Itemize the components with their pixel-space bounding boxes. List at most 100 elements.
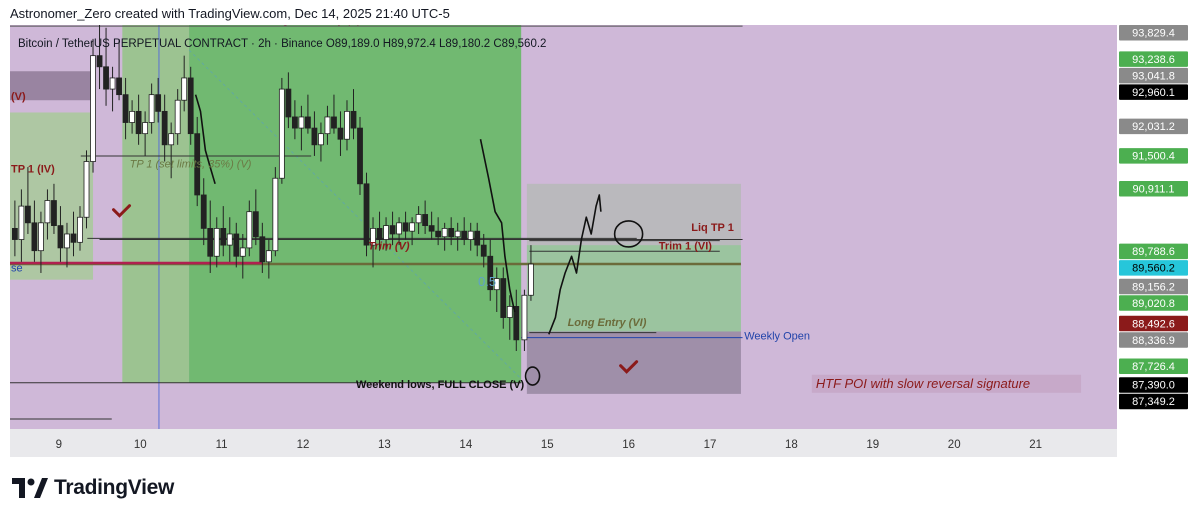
candle-37 [252,189,259,246]
price-label-6[interactable]: 90,911.1 [1119,181,1188,197]
price-label-15[interactable]: 87,349.2 [1119,393,1188,410]
candle-41 [278,77,285,184]
candle-21 [148,83,155,134]
price-label-3[interactable]: 92,960.1 [1119,84,1188,100]
candle-65 [435,217,442,246]
candle-17 [122,77,129,140]
chart-title: Bitcoin / TetherUS PERPETUAL CONTRACT · … [18,38,546,50]
candle-56 [376,211,383,251]
check-icon-1 [619,360,639,374]
x-tick-label-7: 16 [622,439,635,451]
svg-text:93,238.6: 93,238.6 [1132,54,1175,66]
check-icon-0 [112,204,132,218]
tradingview-logo-icon [12,478,48,498]
candle-36 [246,200,253,257]
x-tick-label-11: 20 [948,439,961,451]
candle-53 [357,116,363,195]
candle-33 [226,217,233,262]
svg-text:89,788.6: 89,788.6 [1132,246,1175,258]
candle-29 [200,178,207,246]
candle-49 [331,94,337,134]
candle-30 [207,200,214,273]
annotation-label-0: Avg short entry (V) [269,25,362,26]
price-label-11[interactable]: 88,492.6 [1119,315,1188,332]
svg-text:92,960.1: 92,960.1 [1132,87,1175,99]
candle-46 [311,111,318,156]
price-label-0[interactable]: 93,829.4 [1119,25,1188,41]
candle-9 [70,211,77,257]
price-label-12[interactable]: 88,336.9 [1119,332,1188,348]
candle-0 [11,200,18,257]
candle-18 [129,100,135,134]
zone-1 [10,112,94,280]
price-label-1[interactable]: 93,238.6 [1119,51,1188,67]
zone-5 [526,245,741,332]
price-label-4[interactable]: 92,031.2 [1119,118,1188,135]
price-label-9[interactable]: 89,156.2 [1119,278,1188,295]
chart[interactable]: Avg short entry (V) (V) TP 1 (IV) TP 1 (set… [0,25,1200,457]
price-label-14[interactable]: 87,390.0 [1119,377,1188,393]
candle-8 [64,222,70,268]
candle-55 [370,217,376,268]
candle-61 [409,217,416,246]
annotation-label-1: (V) [11,91,26,103]
annotation-box-12 [811,374,1082,393]
candle-71 [474,222,481,257]
candle-45 [305,94,311,134]
x-tick-label-0: 9 [56,439,62,451]
x-tick-label-2: 11 [216,439,228,451]
candle-13 [96,25,103,90]
zone-2 [122,25,190,383]
candle-35 [239,233,246,279]
price-label-8[interactable]: 89,560.2 [1119,260,1188,276]
candle-54 [363,172,370,257]
candle-78 [521,289,528,351]
candle-16 [116,38,122,101]
annotation-label-4: Trim (V) [368,241,410,253]
candle-57 [383,217,389,251]
price-label-5[interactable]: 91,500.4 [1119,148,1188,164]
price-label-2[interactable]: 93,041.8 [1119,67,1188,84]
price-label-7[interactable]: 89,788.6 [1119,243,1188,260]
candle-43 [291,100,298,140]
svg-text:87,349.2: 87,349.2 [1132,396,1175,408]
x-tick-label-4: 13 [378,439,391,451]
x-tick-label-6: 15 [541,439,554,451]
zone-4 [526,183,741,246]
annotation-label-3: TP 1 (set limits, 35%) (V) [130,159,252,171]
x-tick-label-8: 17 [704,439,717,451]
svg-text:91,500.4: 91,500.4 [1132,151,1175,163]
zone-0 [10,71,94,101]
candle-51 [344,100,350,151]
candle-19 [135,94,142,145]
candle-50 [337,111,344,156]
svg-text:93,041.8: 93,041.8 [1132,70,1175,82]
candle-40 [272,167,279,257]
y-axis: 93,829.4 93,238.6 93,041.8 92,960.1 92,031.2… [1117,25,1190,457]
candle-60 [402,211,409,240]
candle-34 [233,222,240,268]
price-label-13[interactable]: 87,726.4 [1119,358,1188,374]
tradingview-logo[interactable]: TradingView [12,476,174,500]
candle-58 [389,211,396,246]
candle-77 [513,289,520,351]
x-tick-label-10: 19 [866,439,879,451]
brand-name: TradingView [54,476,175,499]
svg-text:89,560.2: 89,560.2 [1132,263,1175,275]
candle-7 [57,206,64,262]
price-label-10[interactable]: 89,020.8 [1119,295,1188,311]
svg-text:87,390.0: 87,390.0 [1132,380,1175,392]
annotation-label-8: Trim 1 (VI) [659,241,713,253]
annotation-label-2: TP 1 (IV) [11,164,55,176]
levels-layer [10,25,743,420]
candle-75 [500,267,507,329]
candle-48 [324,105,331,145]
candle-63 [422,200,429,234]
x-tick-label-1: 10 [134,439,147,451]
candle-24 [168,122,175,179]
hand-drawn-path-0 [479,139,516,313]
candle-27 [187,66,194,145]
candle-74 [493,267,500,312]
candle-12 [90,38,96,173]
candle-10 [77,206,83,251]
